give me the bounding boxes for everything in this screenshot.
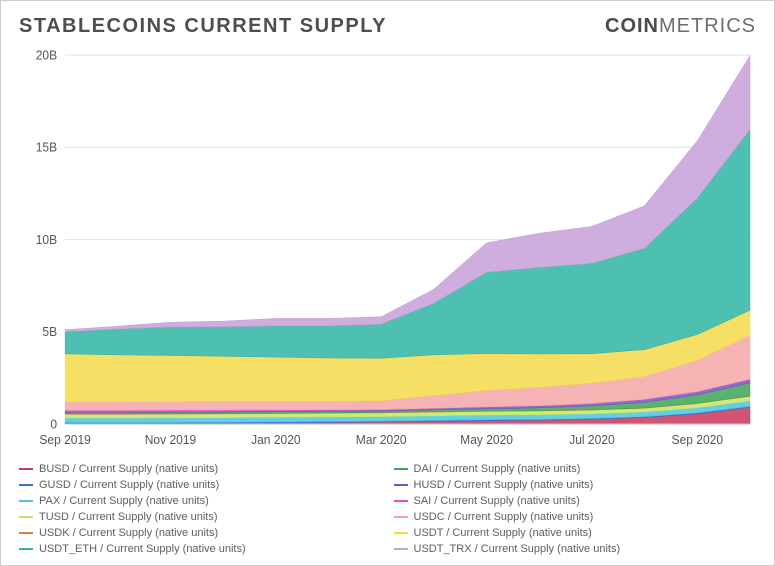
svg-text:10B: 10B xyxy=(36,232,57,247)
legend-item-usdk: USDK / Current Supply (native units) xyxy=(19,527,382,539)
svg-text:5B: 5B xyxy=(42,325,57,340)
svg-text:0: 0 xyxy=(50,417,57,432)
legend-swatch xyxy=(19,500,33,502)
legend-item-usdt_trx: USDT_TRX / Current Supply (native units) xyxy=(394,543,757,555)
legend-swatch xyxy=(394,516,408,518)
legend-swatch xyxy=(19,468,33,470)
legend-item-usdt_eth: USDT_ETH / Current Supply (native units) xyxy=(19,543,382,555)
svg-text:Sep 2019: Sep 2019 xyxy=(39,432,90,447)
legend-item-husd: HUSD / Current Supply (native units) xyxy=(394,479,757,491)
svg-text:Jan 2020: Jan 2020 xyxy=(251,432,300,447)
legend-swatch xyxy=(394,484,408,486)
legend-swatch xyxy=(394,548,408,550)
svg-text:20B: 20B xyxy=(36,48,57,63)
legend-item-sai: SAI / Current Supply (native units) xyxy=(394,495,757,507)
svg-text:May 2020: May 2020 xyxy=(460,432,513,447)
legend-swatch xyxy=(19,484,33,486)
legend-item-busd: BUSD / Current Supply (native units) xyxy=(19,463,382,475)
brand-logo: COINMETRICS xyxy=(605,15,756,38)
legend-label: DAI / Current Supply (native units) xyxy=(414,463,581,475)
legend-swatch xyxy=(394,468,408,470)
legend-swatch xyxy=(19,516,33,518)
stacked-area-svg: 0 5B 10B 15B 20B Sep 2019 Nov 2019 Jan 2020 Mar … xyxy=(19,44,756,455)
legend-label: PAX / Current Supply (native units) xyxy=(39,495,209,507)
legend-label: BUSD / Current Supply (native units) xyxy=(39,463,218,475)
legend: BUSD / Current Supply (native units) DAI … xyxy=(19,463,756,555)
legend-label: USDT_TRX / Current Supply (native units) xyxy=(414,543,621,555)
legend-label: SAI / Current Supply (native units) xyxy=(414,495,580,507)
legend-label: HUSD / Current Supply (native units) xyxy=(414,479,594,491)
legend-label: TUSD / Current Supply (native units) xyxy=(39,511,218,523)
legend-label: USDC / Current Supply (native units) xyxy=(414,511,594,523)
brand-part-1: COIN xyxy=(605,15,659,37)
legend-swatch xyxy=(19,532,33,534)
svg-text:Mar 2020: Mar 2020 xyxy=(356,432,407,447)
legend-label: USDT_ETH / Current Supply (native units) xyxy=(39,543,246,555)
svg-text:Sep 2020: Sep 2020 xyxy=(672,432,723,447)
svg-text:Jul 2020: Jul 2020 xyxy=(569,432,614,447)
chart-frame: STABLECOINS CURRENT SUPPLY COINMETRICS 0… xyxy=(0,0,775,566)
svg-text:15B: 15B xyxy=(36,140,57,155)
legend-swatch xyxy=(19,548,33,550)
legend-item-gusd: GUSD / Current Supply (native units) xyxy=(19,479,382,491)
legend-label: USDK / Current Supply (native units) xyxy=(39,527,218,539)
legend-item-dai: DAI / Current Supply (native units) xyxy=(394,463,757,475)
legend-item-usdt: USDT / Current Supply (native units) xyxy=(394,527,757,539)
chart-title: STABLECOINS CURRENT SUPPLY xyxy=(19,15,387,38)
legend-label: USDT / Current Supply (native units) xyxy=(414,527,592,539)
legend-swatch xyxy=(394,532,408,534)
legend-swatch xyxy=(394,500,408,502)
header: STABLECOINS CURRENT SUPPLY COINMETRICS xyxy=(19,15,756,38)
legend-item-pax: PAX / Current Supply (native units) xyxy=(19,495,382,507)
legend-item-tusd: TUSD / Current Supply (native units) xyxy=(19,511,382,523)
legend-item-usdc: USDC / Current Supply (native units) xyxy=(394,511,757,523)
svg-text:Nov 2019: Nov 2019 xyxy=(145,432,196,447)
chart-area: 0 5B 10B 15B 20B Sep 2019 Nov 2019 Jan 2020 Mar … xyxy=(19,44,756,455)
legend-label: GUSD / Current Supply (native units) xyxy=(39,479,219,491)
brand-part-2: METRICS xyxy=(659,15,756,37)
